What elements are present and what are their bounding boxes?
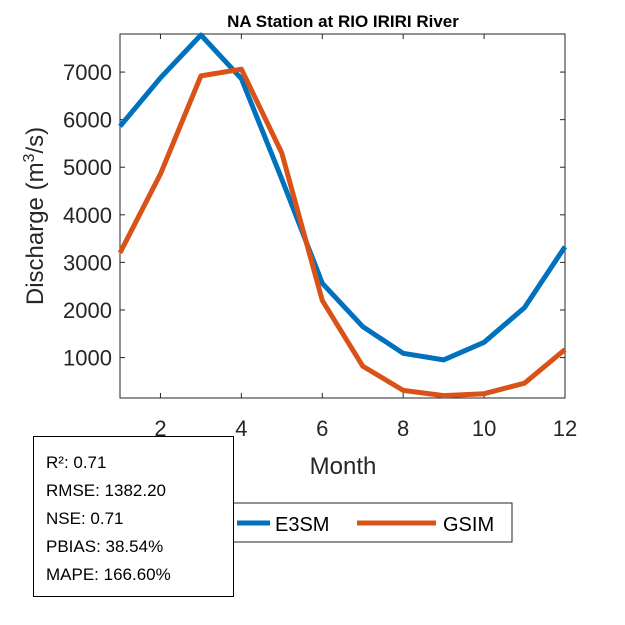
- x-tick-label-6: 6: [316, 416, 328, 441]
- series-line-gsim: [117, 66, 567, 399]
- y-axis-label-end: /s): [22, 127, 49, 154]
- y-tick-label-4000: 4000: [63, 203, 112, 228]
- stat-mape: MAPE: 166.60%: [46, 565, 171, 584]
- stat-rmse: RMSE: 1382.20: [46, 481, 167, 500]
- stat-r2: R²: 0.71: [46, 453, 107, 472]
- stats-box: R²: 0.71 RMSE: 1382.20 NSE: 0.71 PBIAS: …: [33, 436, 234, 597]
- stat-nse: NSE: 0.71: [46, 509, 124, 528]
- y-tick-label-3000: 3000: [63, 250, 112, 275]
- legend-label-e3sm: E3SM: [275, 514, 329, 536]
- x-tick-label-4: 4: [235, 416, 247, 441]
- legend-label-gsim: GSIM: [443, 514, 494, 536]
- x-tick-label-12: 12: [553, 416, 577, 441]
- y-tick-label-7000: 7000: [63, 60, 112, 85]
- x-tick-label-2: 2: [154, 416, 166, 441]
- y-axis-label: Discharge (m3/s): [21, 127, 49, 305]
- chart-title: NA Station at RIO IRIRI River: [227, 12, 459, 31]
- y-axis-label-sup: 3: [21, 153, 38, 162]
- y-axis-label-main: Discharge (m: [22, 162, 49, 305]
- x-axis-label: Month: [310, 453, 377, 480]
- y-tick-label-6000: 6000: [63, 108, 112, 133]
- x-tick-label-8: 8: [397, 416, 409, 441]
- y-tick-label-2000: 2000: [63, 298, 112, 323]
- stat-pbias: PBIAS: 38.54%: [46, 537, 164, 556]
- x-tick-label-10: 10: [472, 416, 496, 441]
- plot-area-frame: [119, 33, 566, 399]
- series-line-e3sm: [118, 32, 568, 363]
- y-tick-label-5000: 5000: [63, 155, 112, 180]
- y-tick-label-1000: 1000: [63, 346, 112, 371]
- series-lines: [117, 32, 568, 399]
- legend: E3SM GSIM: [230, 502, 513, 543]
- axis-ticks: 2 4 6 8 10 12 1000 2000 3000 4000 5000 6000 7000: [63, 34, 577, 441]
